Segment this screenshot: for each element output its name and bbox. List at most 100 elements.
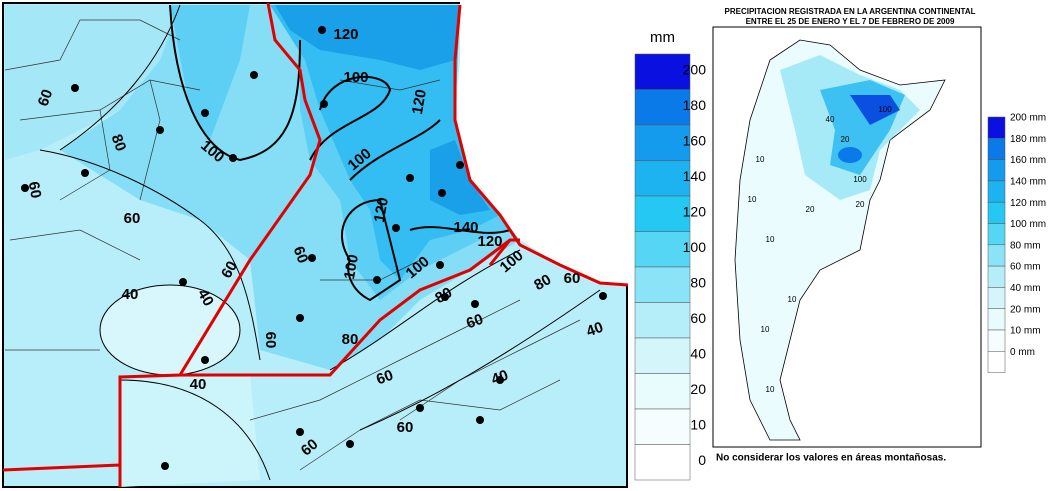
station — [346, 440, 354, 448]
contour-label: 100 — [341, 253, 362, 281]
station — [471, 300, 479, 308]
station — [456, 161, 464, 169]
legend-swatch — [987, 159, 1006, 182]
legend-swatch — [987, 351, 1006, 373]
contour-label: 40 — [190, 376, 207, 393]
station — [476, 416, 484, 424]
legend-label: 0 mm — [1010, 347, 1035, 358]
legend-swatch — [634, 444, 691, 481]
contour-label: 40 — [122, 286, 139, 303]
legend-label: 10 — [690, 417, 706, 433]
legend-label: 10 mm — [1010, 326, 1041, 337]
legend-label: 200 — [683, 62, 707, 78]
zone — [850, 95, 900, 125]
legend-swatch — [987, 329, 1006, 352]
contour-label: 20 — [841, 135, 850, 144]
station — [229, 154, 237, 162]
contour-label: 60 — [397, 419, 414, 436]
legend-swatch — [987, 308, 1006, 331]
legend-label: 80 — [690, 275, 706, 291]
station — [250, 71, 258, 79]
contour-label: 60 — [464, 311, 485, 333]
country — [734, 39, 946, 441]
station — [318, 26, 326, 34]
zone — [5, 5, 180, 160]
legend-swatch — [634, 89, 691, 126]
contour-label: 120 — [333, 26, 358, 43]
contour-label: 80 — [531, 271, 554, 294]
contour-label: 120 — [371, 196, 392, 224]
contour-label: 10 — [761, 325, 770, 334]
contour-label: 140 — [453, 219, 478, 236]
legend-swatch — [987, 244, 1006, 267]
station — [296, 428, 304, 436]
legend-label: 160 — [683, 133, 707, 149]
station — [438, 189, 446, 197]
legend-swatch — [634, 231, 691, 268]
legend-label: 180 — [683, 97, 707, 113]
legend-label: 200 mm — [1010, 113, 1046, 124]
legend-label: 60 — [690, 310, 706, 326]
legend-label: 120 — [683, 204, 707, 220]
contour-label: 10 — [766, 235, 775, 244]
zone — [270, 5, 500, 280]
title: PRECIPITACION REGISTRADA EN LA ARGENTINA… — [725, 7, 976, 16]
contour-label: 60 — [262, 332, 279, 349]
zone — [120, 375, 260, 487]
subtitle: ENTRE EL 25 DE ENERO Y EL 7 DE FEBRERO D… — [746, 17, 955, 26]
contour-label: 40 — [194, 286, 217, 309]
legend-swatch — [987, 116, 1006, 139]
legend-swatch — [987, 138, 1006, 160]
contour-label: 40 — [489, 367, 510, 389]
legend-swatch — [987, 223, 1006, 246]
contour-label: 60 — [290, 244, 312, 265]
station — [308, 254, 316, 262]
contour-label: 60 — [25, 180, 45, 199]
contour-label: 80 — [432, 284, 455, 307]
station — [21, 184, 29, 192]
legend-swatch — [987, 287, 1006, 309]
station — [416, 404, 424, 412]
contour-label: 20 — [856, 200, 865, 209]
contour-label: 100 — [853, 175, 867, 184]
legend-label: 140 mm — [1010, 177, 1046, 188]
legend-label: 60 mm — [1010, 262, 1041, 273]
station — [201, 109, 209, 117]
legend-label: 0 — [698, 452, 706, 468]
contour-label: 10 — [756, 155, 765, 164]
contours-bold — [169, 4, 511, 302]
legend-swatch — [634, 266, 691, 303]
station — [296, 314, 304, 322]
contour-label: 60 — [218, 258, 241, 281]
contour-label: 40 — [826, 115, 835, 124]
contour-label: 20 — [806, 205, 815, 214]
legend-label: 40 mm — [1010, 283, 1041, 294]
legend-label: 20 — [690, 381, 706, 397]
contour-label: 60 — [35, 87, 57, 108]
station — [201, 356, 209, 364]
contour-label: 100 — [343, 69, 368, 86]
station — [71, 84, 79, 92]
station — [373, 276, 381, 284]
station — [436, 261, 444, 269]
station — [179, 278, 187, 286]
station — [496, 376, 504, 384]
zone — [430, 140, 490, 215]
station — [81, 169, 89, 177]
footnote: No considerar los valores en áreas monta… — [716, 453, 946, 464]
legend-label: 100 — [683, 239, 707, 255]
legend-unit: mm — [650, 29, 675, 46]
contour-label: 80 — [342, 331, 359, 348]
map-frame — [712, 26, 982, 448]
right-map: PRECIPITACION REGISTRADA EN LA ARGENTINA… — [712, 7, 1046, 464]
contour-label: 60 — [564, 270, 581, 287]
red-borders — [2, 2, 629, 487]
legend-label: 20 mm — [1010, 304, 1041, 315]
legend-swatch — [987, 265, 1006, 288]
legend-swatch — [634, 337, 691, 374]
station — [441, 293, 449, 301]
contour-label: 80 — [108, 132, 130, 153]
contour-label: 60 — [374, 367, 395, 389]
